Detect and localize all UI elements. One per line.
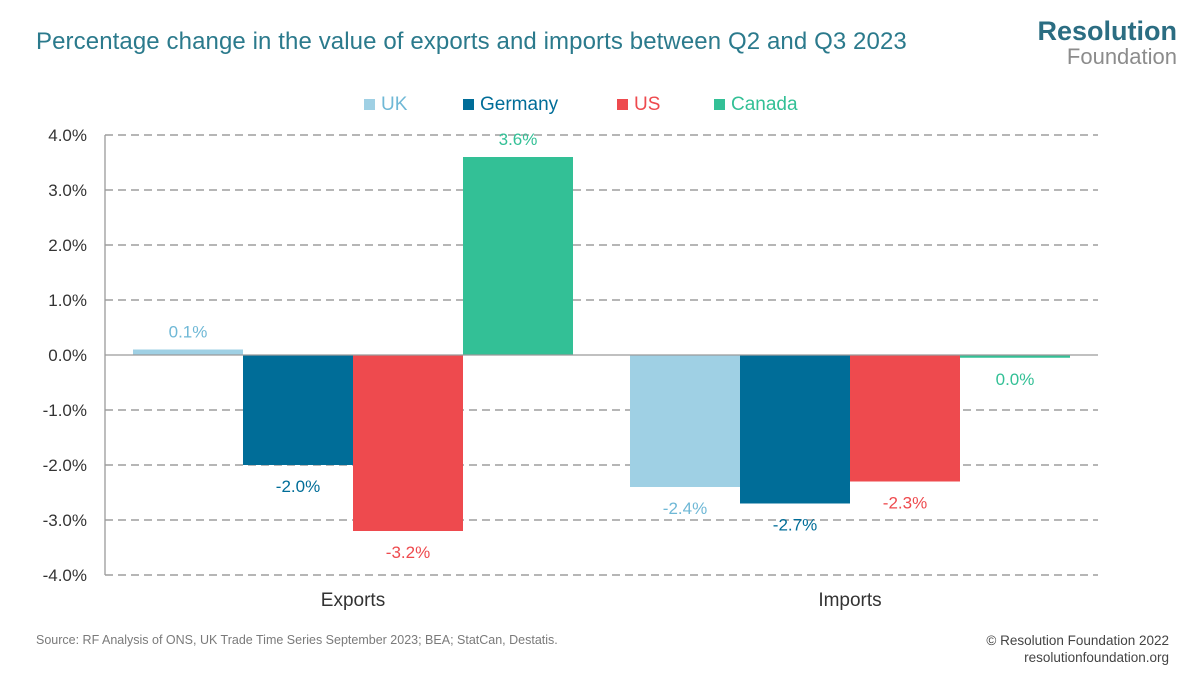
y-tick-label: 1.0%	[48, 291, 87, 310]
bar-germany-exports	[243, 355, 353, 465]
bar-us-imports	[850, 355, 960, 482]
y-tick-label: -2.0%	[43, 456, 87, 475]
legend-label-uk: UK	[381, 94, 408, 115]
bar-canada-imports	[960, 355, 1070, 358]
footer-credits: © Resolution Foundation 2022 resolutionf…	[986, 632, 1169, 666]
resolution-foundation-logo: Resolution Foundation	[1038, 18, 1178, 68]
legend-swatch-germany	[463, 99, 474, 110]
legend-label-germany: Germany	[480, 94, 559, 115]
source-note: Source: RF Analysis of ONS, UK Trade Tim…	[36, 633, 558, 647]
bar-germany-imports	[740, 355, 850, 504]
data-label: -2.0%	[276, 477, 320, 496]
data-label: -2.7%	[773, 516, 817, 535]
y-tick-label: -1.0%	[43, 401, 87, 420]
y-tick-label: 2.0%	[48, 236, 87, 255]
data-label: 0.1%	[169, 323, 208, 342]
bar-us-exports	[353, 355, 463, 531]
bar-uk-exports	[133, 349, 243, 355]
data-label: -2.3%	[883, 494, 927, 513]
y-tick-label: -4.0%	[43, 566, 87, 585]
legend-swatch-us	[617, 99, 628, 110]
data-label: -3.2%	[386, 543, 430, 562]
y-tick-label: -3.0%	[43, 511, 87, 530]
x-category-label: Exports	[321, 590, 385, 611]
data-label: 3.6%	[499, 130, 538, 149]
bar-canada-exports	[463, 157, 573, 355]
bar-uk-imports	[630, 355, 740, 487]
legend-swatch-uk	[364, 99, 375, 110]
y-tick-label: 3.0%	[48, 181, 87, 200]
y-tick-label: 0.0%	[48, 346, 87, 365]
data-label: 0.0%	[996, 370, 1035, 389]
website-text: resolutionfoundation.org	[1024, 650, 1169, 665]
data-label: -2.4%	[663, 499, 707, 518]
copyright-text: © Resolution Foundation 2022	[986, 633, 1169, 648]
y-tick-label: 4.0%	[48, 126, 87, 145]
legend-swatch-canada	[714, 99, 725, 110]
logo-line-2: Foundation	[1066, 44, 1177, 69]
legend-label-us: US	[634, 94, 660, 115]
chart-title: Percentage change in the value of export…	[36, 28, 907, 55]
legend-label-canada: Canada	[731, 94, 798, 115]
logo-line-1: Resolution	[1037, 16, 1178, 46]
x-category-label: Imports	[818, 590, 881, 611]
